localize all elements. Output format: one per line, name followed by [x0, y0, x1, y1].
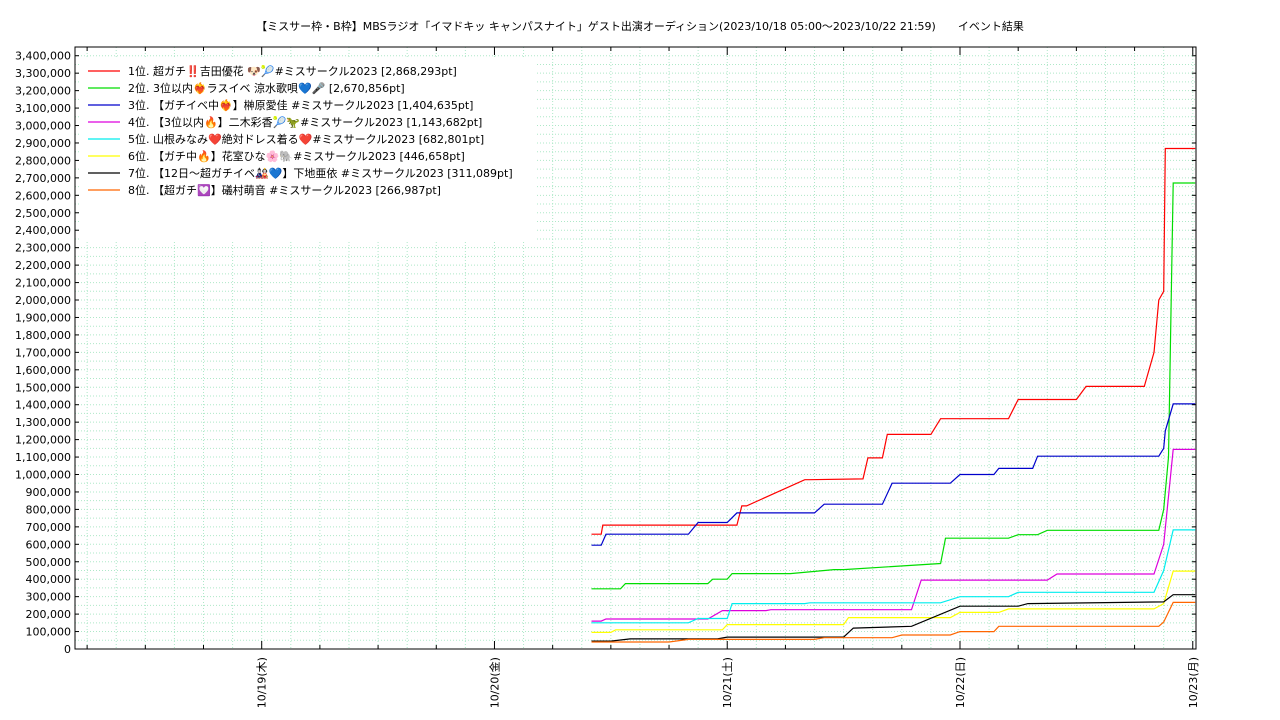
- legend-entry: 4位. 【3位以内🔥】二木彩香🎾🦖#ミスサークル2023 [1,143,682p…: [128, 115, 482, 129]
- y-tick-label: 1,900,000: [15, 311, 71, 324]
- axes: 0 100,000 200,000 300,000 400,000 500,000 600,…: [15, 47, 1200, 708]
- y-tick-label: 2,300,000: [15, 242, 71, 255]
- y-tick-label: 700,000: [26, 521, 72, 534]
- series-lines: [591, 147, 1196, 643]
- y-tick-label: 1,700,000: [15, 346, 71, 359]
- y-tick-label: 2,200,000: [15, 259, 71, 272]
- y-tick-label: 1,800,000: [15, 329, 71, 342]
- y-tick-label: 2,600,000: [15, 189, 71, 202]
- legend-entry: 6位. 【ガチ中🔥】花室ひな🌸🐘#ミスサークル2023 [446,658pt]: [128, 149, 465, 163]
- y-tick-label: 1,600,000: [15, 364, 71, 377]
- legend-entry: 8位. 【超ガチ💟】礒村萌音 #ミスサークル2023 [266,987pt]: [128, 183, 441, 197]
- y-tick-label: 2,900,000: [15, 137, 71, 150]
- y-tick-label: 3,100,000: [15, 102, 71, 115]
- y-tick-label: 2,100,000: [15, 277, 71, 290]
- series-line-1: [591, 147, 1196, 535]
- x-tick-label: 10/23(月): [1187, 657, 1200, 708]
- x-tick-label: 10/22(日): [954, 657, 967, 708]
- y-tick-label: 2,700,000: [15, 172, 71, 185]
- plot-frame: [74, 46, 1197, 650]
- series-line-5: [591, 529, 1196, 624]
- y-tick-label: 1,400,000: [15, 399, 71, 412]
- y-tick-label: 1,100,000: [15, 451, 71, 464]
- y-tick-label: 900,000: [26, 486, 72, 499]
- y-tick-label: 1,300,000: [15, 416, 71, 429]
- x-tick-label: 10/19(木): [256, 657, 269, 708]
- y-tick-label: 800,000: [26, 503, 72, 516]
- y-tick-label: 3,400,000: [15, 50, 71, 63]
- series-line-4: [591, 448, 1196, 622]
- series-line-6: [591, 570, 1196, 634]
- legend-background: [81, 57, 536, 242]
- series-line-8: [591, 601, 1196, 643]
- y-tick-label: 2,500,000: [15, 207, 71, 220]
- y-tick-label: 1,200,000: [15, 434, 71, 447]
- y-tick-label: 2,400,000: [15, 224, 71, 237]
- legend-entry: 3位. 【ガチイベ中❤️‍🔥】榊原愛佳 #ミスサークル2023 [1,404,6…: [128, 98, 473, 112]
- legend-entry: 2位. 3位以内❤️‍🔥ラスイベ 涼水歌唄💙🎤 [2,670,856pt]: [128, 81, 405, 95]
- y-tick-label: 600,000: [26, 538, 72, 551]
- y-tick-label: 200,000: [26, 608, 72, 621]
- y-tick-label: 300,000: [26, 591, 72, 604]
- y-tick-label: 3,000,000: [15, 120, 71, 133]
- series-line-7: [591, 594, 1196, 642]
- legend: 1位. 超ガチ‼️吉田優花 🐶🎾#ミスサークル2023 [2,868,293pt…: [81, 57, 536, 242]
- chart-title: 【ミスサー枠・B枠】MBSラジオ「イマドキッ キャンパスナイト」ゲスト出演オーデ…: [256, 20, 1024, 33]
- y-tick-label: 1,500,000: [15, 381, 71, 394]
- y-tick-label: 3,300,000: [15, 67, 71, 80]
- y-tick-label: 1,000,000: [15, 469, 71, 482]
- legend-entry: 1位. 超ガチ‼️吉田優花 🐶🎾#ミスサークル2023 [2,868,293pt…: [128, 64, 457, 78]
- y-tick-label: 2,800,000: [15, 154, 71, 167]
- y-tick-label: 2,000,000: [15, 294, 71, 307]
- series-line-2: [591, 182, 1196, 590]
- y-tick-label: 0: [64, 643, 71, 656]
- legend-entry: 5位. 山根みなみ❤️絶対ドレス着る❤️#ミスサークル2023 [682,801…: [128, 132, 484, 146]
- y-tick-label: 100,000: [26, 626, 72, 639]
- y-tick-label: 500,000: [26, 556, 72, 569]
- y-tick-label: 3,200,000: [15, 85, 71, 98]
- x-tick-label: 10/21(土): [721, 657, 734, 708]
- legend-entry: 7位. 【12日〜超ガチイベ🎎💙】下地亜依 #ミスサークル2023 [311,0…: [128, 166, 513, 180]
- y-tick-label: 400,000: [26, 573, 72, 586]
- x-tick-label: 10/20(金): [487, 657, 501, 708]
- series-line-3: [591, 403, 1196, 546]
